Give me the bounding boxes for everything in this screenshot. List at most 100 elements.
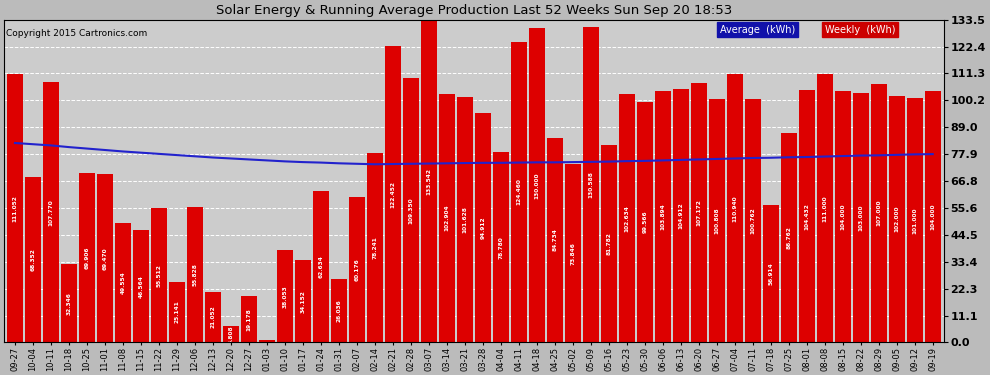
Text: 34.152: 34.152 [300, 290, 305, 313]
Text: 49.554: 49.554 [121, 271, 126, 294]
Bar [727, 74, 742, 342]
Text: 73.846: 73.846 [570, 242, 575, 265]
Bar [133, 230, 148, 342]
Bar [385, 46, 401, 342]
Text: 102.904: 102.904 [445, 205, 449, 231]
Bar [295, 260, 311, 342]
Text: 62.634: 62.634 [319, 255, 324, 278]
Bar [277, 251, 293, 342]
Text: 103.894: 103.894 [660, 204, 665, 230]
Text: 103.000: 103.000 [858, 205, 863, 231]
Text: 32.346: 32.346 [66, 292, 71, 315]
Bar [241, 296, 256, 342]
Bar [331, 279, 346, 342]
Bar [654, 91, 670, 342]
Bar [799, 90, 815, 342]
Text: 130.000: 130.000 [535, 172, 540, 198]
Text: 100.762: 100.762 [750, 207, 755, 234]
Text: 78.241: 78.241 [372, 236, 377, 259]
Bar [115, 223, 131, 342]
Bar [457, 97, 473, 342]
Bar [43, 82, 58, 342]
Text: 26.036: 26.036 [337, 300, 342, 322]
Bar [583, 27, 599, 342]
Text: 111.052: 111.052 [13, 195, 18, 222]
Text: Average  (kWh): Average (kWh) [720, 25, 795, 34]
Text: 68.352: 68.352 [31, 248, 36, 271]
Bar [852, 93, 868, 342]
Bar [601, 145, 617, 342]
Bar [259, 340, 275, 342]
Bar [367, 153, 383, 342]
Text: 21.052: 21.052 [211, 306, 216, 328]
Text: 81.782: 81.782 [606, 232, 611, 255]
Bar [637, 102, 652, 342]
Bar [619, 94, 635, 342]
Title: Solar Energy & Running Average Production Last 52 Weeks Sun Sep 20 18:53: Solar Energy & Running Average Productio… [216, 4, 732, 17]
Bar [871, 84, 887, 342]
Text: 69.470: 69.470 [102, 247, 108, 270]
Text: 109.350: 109.350 [408, 197, 414, 223]
Text: 107.000: 107.000 [876, 200, 881, 226]
Text: 86.762: 86.762 [786, 226, 791, 249]
Bar [781, 133, 797, 342]
Bar [79, 174, 95, 342]
Bar [25, 177, 41, 342]
Text: 56.914: 56.914 [768, 262, 773, 285]
Bar [817, 74, 833, 342]
Bar [205, 291, 221, 342]
Text: 69.906: 69.906 [84, 247, 89, 269]
Bar [493, 152, 509, 342]
Text: 107.770: 107.770 [49, 199, 53, 225]
Bar [835, 91, 850, 342]
Bar [169, 282, 185, 342]
Bar [187, 207, 203, 342]
Bar [475, 113, 491, 342]
Text: 25.141: 25.141 [174, 301, 179, 324]
Text: 124.460: 124.460 [517, 178, 522, 206]
Text: 19.178: 19.178 [247, 308, 251, 331]
Bar [223, 326, 239, 342]
Text: 101.000: 101.000 [912, 207, 917, 234]
Text: 6.808: 6.808 [229, 325, 234, 344]
Bar [439, 94, 454, 342]
Bar [151, 208, 167, 342]
Bar [421, 20, 437, 342]
Bar [763, 205, 779, 342]
Text: 107.172: 107.172 [696, 200, 701, 226]
Text: 55.828: 55.828 [192, 264, 197, 286]
Text: 38.053: 38.053 [282, 285, 287, 308]
Text: 104.432: 104.432 [804, 203, 809, 229]
Bar [529, 28, 545, 342]
Text: 111.000: 111.000 [823, 195, 828, 222]
Text: 46.564: 46.564 [139, 275, 144, 298]
Text: 130.588: 130.588 [588, 171, 593, 198]
Text: 100.808: 100.808 [714, 207, 720, 234]
Bar [673, 89, 689, 342]
Bar [889, 96, 905, 342]
Bar [907, 98, 923, 342]
Text: 133.542: 133.542 [427, 168, 432, 195]
Text: 94.912: 94.912 [480, 216, 485, 239]
Text: 101.628: 101.628 [462, 206, 467, 233]
Bar [709, 99, 725, 342]
Text: 122.452: 122.452 [390, 181, 395, 208]
Bar [565, 164, 581, 342]
Bar [348, 197, 364, 342]
Bar [691, 83, 707, 342]
Text: 55.512: 55.512 [156, 264, 161, 287]
Bar [7, 74, 23, 342]
Bar [511, 42, 527, 342]
Text: 99.566: 99.566 [643, 211, 647, 233]
Bar [97, 174, 113, 342]
Text: 102.634: 102.634 [625, 205, 630, 232]
Bar [744, 99, 760, 342]
Bar [546, 138, 562, 342]
Text: 60.176: 60.176 [354, 258, 359, 281]
Text: 84.734: 84.734 [552, 229, 557, 252]
Bar [313, 191, 329, 342]
Text: 104.912: 104.912 [678, 202, 683, 229]
Text: 78.780: 78.780 [498, 236, 503, 259]
Text: 102.000: 102.000 [894, 206, 899, 232]
Bar [925, 91, 940, 342]
